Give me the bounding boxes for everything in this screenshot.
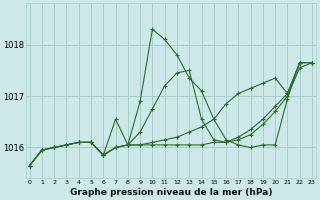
X-axis label: Graphe pression niveau de la mer (hPa): Graphe pression niveau de la mer (hPa) <box>69 188 272 197</box>
